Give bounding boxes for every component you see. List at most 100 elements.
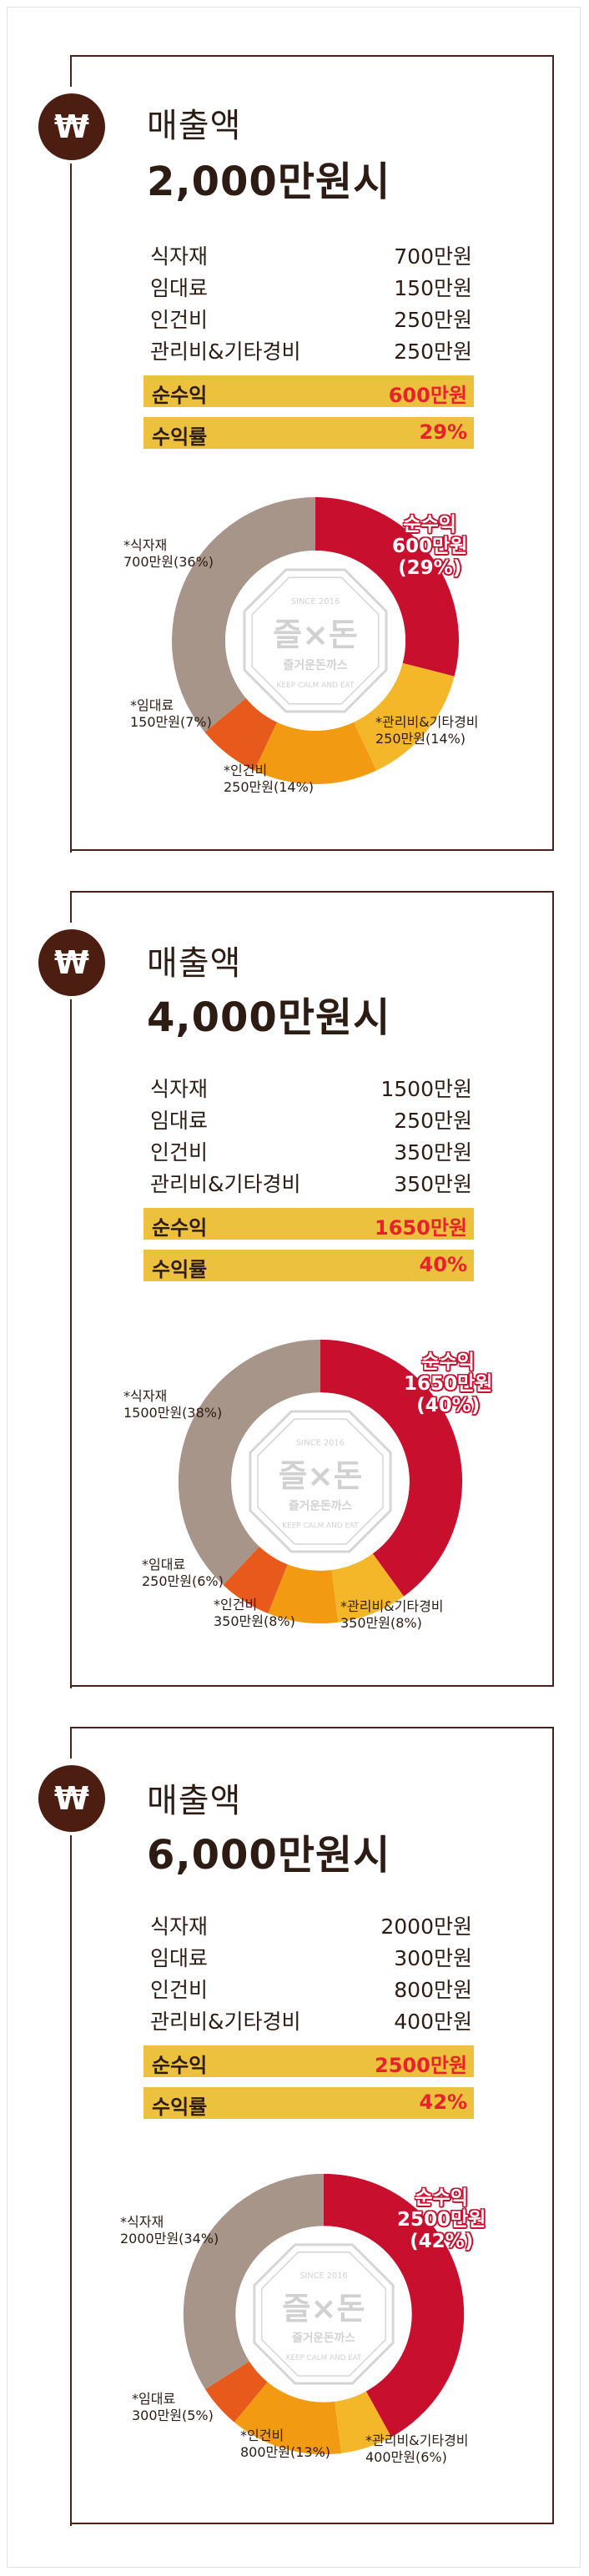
cost-value: 2000만원	[380, 1914, 472, 1939]
cost-label: 임대료	[150, 276, 209, 300]
profit-value: 600만원	[388, 384, 467, 407]
card-left-line	[70, 1835, 72, 2526]
cost-value: 400만원	[394, 2010, 472, 2034]
profit-value: 2500만원	[375, 2054, 467, 2077]
cost-value: 800만원	[394, 1978, 472, 2002]
cost-label: 관리비&기타경비	[150, 340, 301, 364]
donut-segment-food	[183, 2173, 324, 2390]
cost-value: 250만원	[394, 1109, 472, 1133]
svg-text:즐거운돈까스: 즐거운돈까스	[283, 659, 347, 672]
cost-label: 식자재	[150, 1077, 209, 1101]
cost-value: 700만원	[394, 244, 472, 269]
section-card	[70, 55, 554, 851]
cost-label: 인건비	[150, 1140, 209, 1165]
svg-text:즐×돈: 즐×돈	[282, 2291, 365, 2327]
donut-segment-rent	[205, 2361, 268, 2423]
section-title: 매출액	[147, 944, 242, 983]
profit-label: 순수익	[152, 1216, 208, 1240]
label-mgmt: *관리비&기타경비 350만원(8%)	[340, 1598, 444, 1631]
card-left-line	[70, 1727, 72, 1758]
rate-bar: 수익률 40%	[143, 1250, 474, 1281]
label-food: *식자재 2000만원(34%)	[120, 2214, 219, 2246]
label-rent: *임대료 300만원(5%)	[132, 2391, 214, 2423]
donut-segment-rent	[223, 1546, 288, 1614]
rate-value: 40%	[419, 1253, 467, 1276]
rate-bar: 수익률 42%	[143, 2087, 474, 2119]
label-rent: *임대료 150만원(7%)	[130, 697, 212, 730]
donut-hole	[225, 551, 405, 731]
section-subtitle: 2,000만원시	[147, 158, 391, 205]
section-subtitle: 6,000만원시	[147, 1832, 391, 1879]
cost-label: 인건비	[150, 1978, 209, 2002]
rate-label: 수익률	[152, 425, 208, 449]
label-rent: *임대료 250만원(6%)	[142, 1557, 224, 1589]
card-left-line	[70, 891, 72, 923]
won-icon: ₩	[38, 1765, 105, 1832]
cost-label: 식자재	[150, 244, 209, 269]
profit-label: 순수익	[152, 384, 208, 407]
section-card	[70, 891, 554, 1687]
svg-text:KEEP CALM AND EAT: KEEP CALM AND EAT	[277, 682, 355, 690]
cost-label: 인건비	[150, 308, 209, 332]
svg-text:즐×돈: 즐×돈	[279, 1457, 363, 1494]
rate-label: 수익률	[152, 2096, 208, 2119]
label-food: *식자재 1500만원(38%)	[123, 1388, 223, 1421]
label-net: 순수익 600만원 (29%)	[392, 514, 468, 579]
label-labor: *인건비 250만원(14%)	[224, 762, 315, 795]
donut-segment-labor	[234, 2382, 342, 2455]
cost-label: 관리비&기타경비	[150, 2010, 301, 2034]
cost-value: 250만원	[394, 340, 472, 364]
cost-label: 임대료	[150, 1946, 209, 1970]
label-food: *식자재 700만원(36%)	[123, 537, 214, 570]
donut-segment-mgmt	[335, 2391, 392, 2453]
cost-value: 350만원	[394, 1140, 472, 1165]
cost-value: 350만원	[394, 1172, 472, 1196]
label-labor: *인건비 800만원(13%)	[240, 2428, 331, 2460]
donut-segment-food	[172, 497, 315, 732]
label-net: 순수익 1650만원 (40%)	[404, 1351, 493, 1416]
cost-label: 식자재	[150, 1914, 209, 1939]
donut-segment-mgmt	[331, 1553, 404, 1623]
section-card	[70, 1727, 554, 2524]
profit-bar: 순수익 1650만원	[143, 1208, 474, 1240]
cost-value: 250만원	[394, 308, 472, 332]
svg-text:SINCE 2016: SINCE 2016	[291, 597, 340, 606]
profit-bar: 순수익 2500만원	[143, 2045, 474, 2077]
profit-bar: 순수익 600만원	[143, 375, 474, 407]
won-icon: ₩	[38, 929, 105, 996]
won-icon: ₩	[38, 93, 105, 160]
svg-text:즐×돈: 즐×돈	[273, 616, 358, 653]
rate-label: 수익률	[152, 1258, 208, 1281]
donut-segment-labor	[254, 722, 377, 784]
donut-segment-rent	[204, 697, 278, 771]
cost-label: 관리비&기타경비	[150, 1172, 301, 1196]
donut-segment-net	[315, 497, 459, 677]
donut-segment-labor	[268, 1564, 339, 1624]
rate-value: 29%	[419, 420, 467, 444]
cost-label: 임대료	[150, 1109, 209, 1133]
donut-hole	[231, 1392, 410, 1571]
profit-label: 순수익	[152, 2054, 208, 2077]
svg-text:KEEP CALM AND EAT: KEEP CALM AND EAT	[286, 2354, 362, 2362]
donut-segment-mgmt	[353, 662, 455, 771]
cost-value: 150만원	[394, 276, 472, 300]
rate-value: 42%	[419, 2090, 467, 2114]
rate-bar: 수익률 29%	[143, 417, 474, 449]
label-mgmt: *관리비&기타경비 250만원(14%)	[375, 714, 479, 747]
donut-segment-net	[324, 2173, 465, 2438]
page-frame	[7, 7, 581, 2568]
section-title: 매출액	[147, 1782, 242, 1820]
svg-text:KEEP CALM AND EAT: KEEP CALM AND EAT	[282, 1522, 359, 1530]
svg-text:SINCE 2016: SINCE 2016	[296, 1438, 345, 1447]
section-title: 매출액	[147, 107, 242, 145]
svg-text:즐거운돈까스: 즐거운돈까스	[292, 2332, 355, 2345]
card-left-line	[70, 999, 72, 1688]
profit-value: 1650만원	[375, 1216, 467, 1240]
svg-text:SINCE 2016: SINCE 2016	[300, 2272, 347, 2281]
